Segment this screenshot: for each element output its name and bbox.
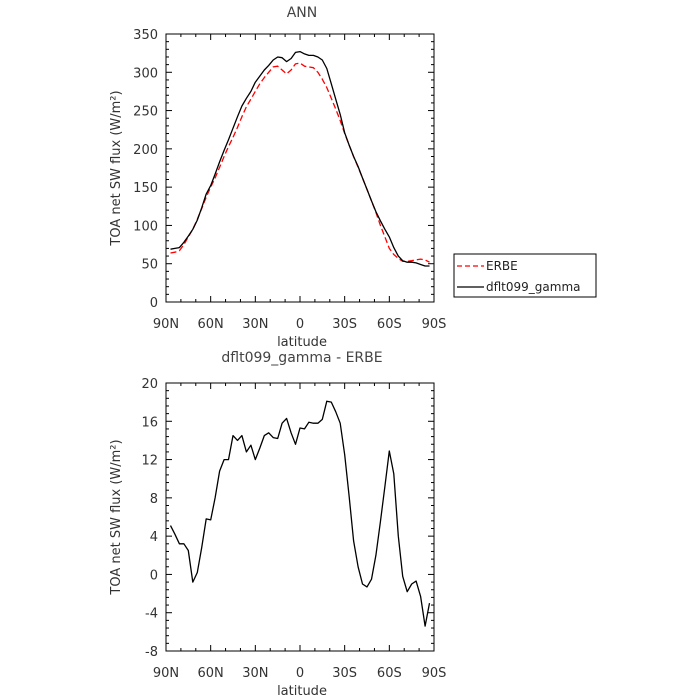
top-chart-xtick-label: 90S: [422, 317, 447, 332]
bottom-chart-xtick-label: 30S: [332, 666, 357, 681]
top-chart-xlabel: latitude: [277, 335, 327, 350]
top-chart-ticks: 90N 60N 30N 0 30S 60S 90S 0 50 100 150 200 250 300 350: [133, 28, 446, 332]
bottom-chart-ytick-label: 8: [150, 492, 158, 507]
bottom-chart-series-line-0: [169, 400, 431, 627]
bottom-chart-xtick-label: 60S: [377, 666, 402, 681]
bottom-chart-xtick-label: 90N: [153, 666, 179, 681]
bottom-chart-xtick-label: 0: [296, 666, 304, 681]
top-chart-title: ANN: [287, 5, 318, 21]
bottom-chart-frame: [165, 382, 435, 652]
top-chart-xtick-label: 60N: [198, 317, 224, 332]
top-chart-ytick-label: 50: [141, 258, 158, 273]
top-chart-series: [170, 50, 430, 267]
bottom-chart-ylabel: TOA net SW flux (W/m²): [109, 439, 124, 595]
legend: ERBE dflt099_gamma: [453, 253, 597, 298]
top-chart-panel: ANN 90N 60N 30N 0 30S 60S 90S 0 50 100 150 200 250 30…: [109, 5, 597, 350]
top-chart-ytick-label: 200: [133, 143, 158, 158]
bottom-chart-xlabel: latitude: [277, 684, 327, 699]
top-chart-ytick-label: 300: [133, 66, 158, 81]
top-chart-ytick-label: 350: [133, 28, 158, 43]
top-chart-series-line-dflt099-gamma: [170, 50, 430, 267]
bottom-chart-ytick-label: 16: [141, 415, 158, 430]
legend-box: [453, 253, 597, 298]
top-chart-ylabel: TOA net SW flux (W/m²): [109, 90, 124, 246]
top-chart-ytick-label: 150: [133, 181, 158, 196]
bottom-chart-title: dflt099_gamma - ERBE: [221, 350, 382, 366]
bottom-chart-series: [169, 400, 431, 627]
bottom-chart-ytick-label: -8: [145, 645, 158, 660]
bottom-chart-ytick-label: 0: [150, 568, 158, 583]
bottom-chart-ytick-label: 12: [141, 454, 158, 469]
bottom-chart-ticks: 90N 60N 30N 0 30S 60S 90S -8 -4 0 4 8 12 16 20: [141, 377, 446, 681]
top-chart-ytick-label: 0: [150, 296, 158, 311]
top-chart-ytick-label: 100: [133, 219, 158, 234]
bottom-chart-xtick-label: 90S: [422, 666, 447, 681]
legend-label-erbe: ERBE: [486, 259, 518, 273]
legend-label-model: dflt099_gamma: [486, 280, 581, 294]
top-chart-frame: [165, 33, 435, 303]
top-chart-ytick-label: 250: [133, 105, 158, 120]
bottom-chart-panel: dflt099_gamma - ERBE 90N 60N 30N 0 30S 60S 90S…: [109, 350, 446, 699]
bottom-chart-ytick-label: 20: [141, 377, 158, 392]
top-chart-xtick-label: 0: [296, 317, 304, 332]
top-chart-series-line-erbe: [170, 62, 430, 263]
bottom-chart-xtick-label: 30N: [242, 666, 268, 681]
top-chart-xtick-label: 30N: [242, 317, 268, 332]
top-chart-xtick-label: 30S: [332, 317, 357, 332]
top-chart-xtick-label: 60S: [377, 317, 402, 332]
bottom-chart-xtick-label: 60N: [198, 666, 224, 681]
bottom-chart-ytick-label: 4: [150, 530, 158, 545]
bottom-chart-ytick-label: -4: [145, 607, 158, 622]
top-chart-xtick-label: 90N: [153, 317, 179, 332]
